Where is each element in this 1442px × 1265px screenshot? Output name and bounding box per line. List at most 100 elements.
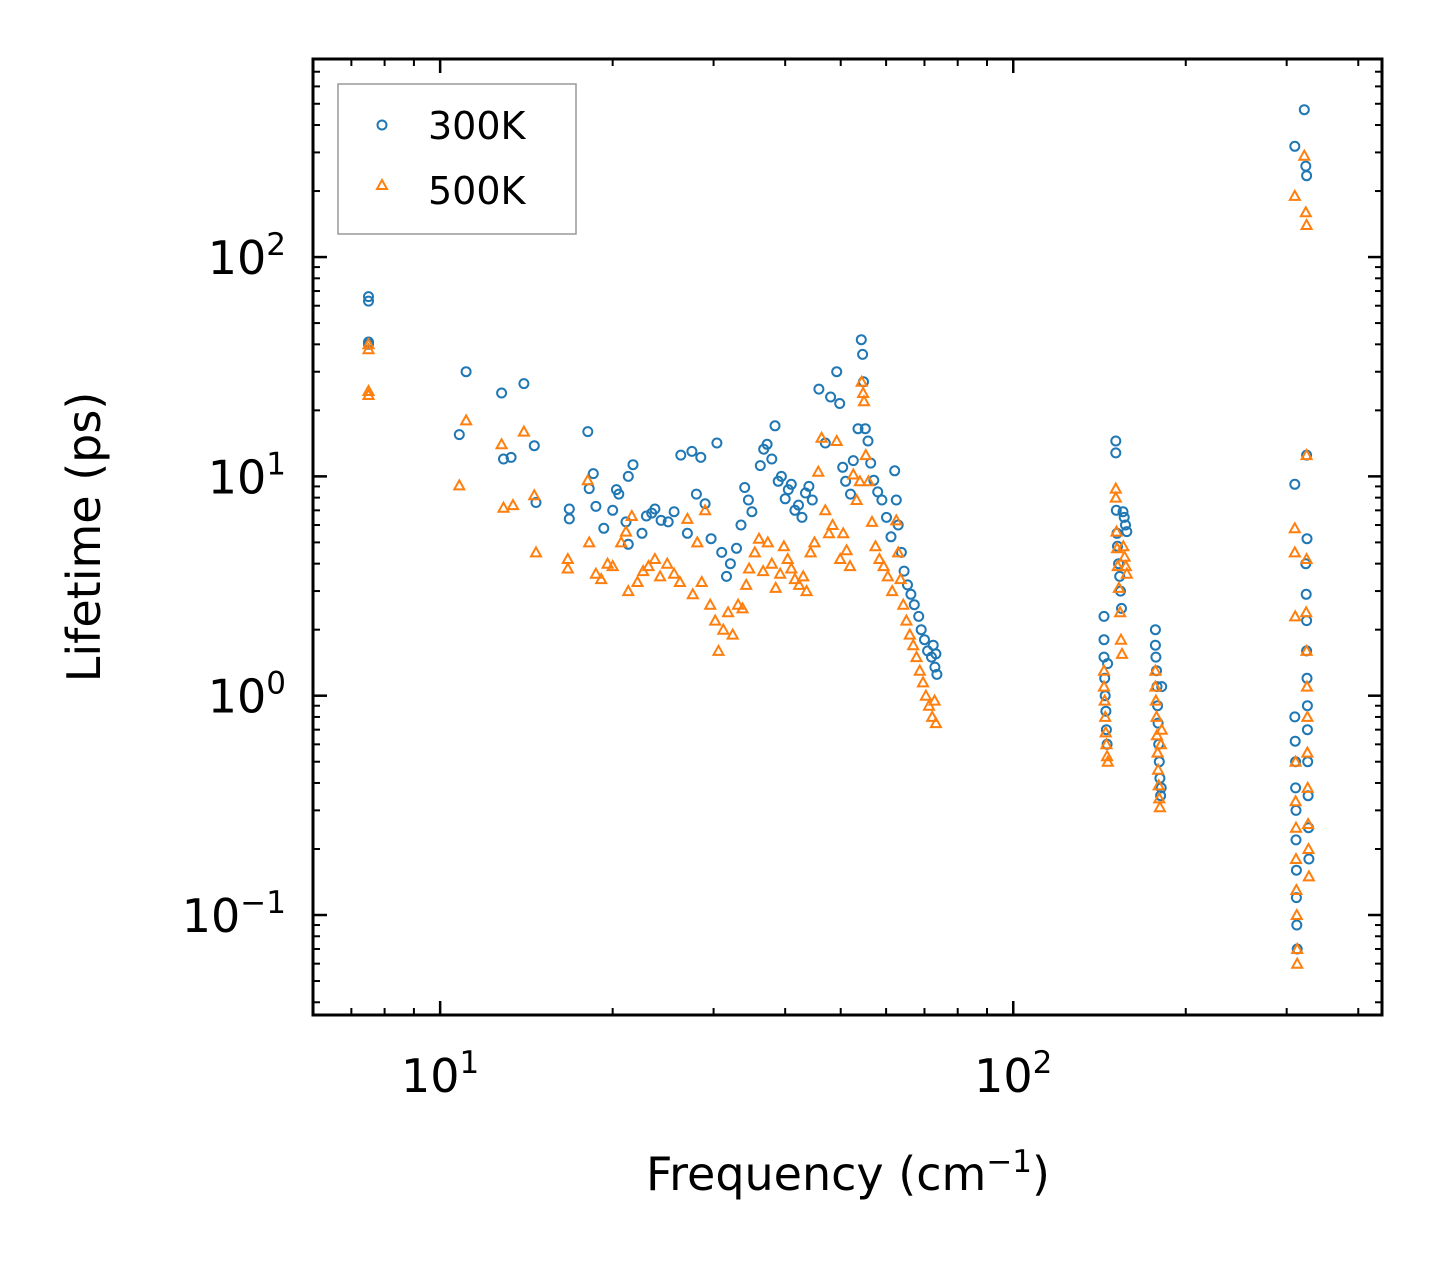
point-500k-109 bbox=[1101, 754, 1115, 767]
point-500k-143 bbox=[1289, 882, 1304, 895]
y-tick-label-0-exponent: 0 bbox=[266, 666, 286, 702]
point-300k-34 bbox=[681, 527, 693, 539]
point-300k-10 bbox=[528, 440, 540, 452]
point-500k-107 bbox=[1099, 737, 1114, 750]
point-300k-123 bbox=[1120, 519, 1131, 531]
point-500k-100 bbox=[927, 693, 942, 706]
point-500k-6 bbox=[494, 437, 509, 450]
point-500k-136 bbox=[1288, 521, 1302, 534]
point-500k-126 bbox=[1149, 709, 1164, 722]
point-300k-55 bbox=[775, 470, 787, 482]
point-500k-79 bbox=[859, 448, 873, 461]
point-500k-92 bbox=[903, 627, 917, 640]
point-300k-122 bbox=[1118, 511, 1130, 523]
point-500k-38 bbox=[708, 613, 722, 626]
point-300k-165 bbox=[1303, 853, 1315, 865]
point-500k-89 bbox=[893, 572, 908, 585]
point-300k-32 bbox=[668, 506, 680, 518]
point-500k-37 bbox=[703, 597, 717, 610]
point-500k-149 bbox=[1299, 217, 1314, 230]
point-300k-118 bbox=[1114, 570, 1126, 582]
point-500k-78 bbox=[857, 394, 871, 407]
point-500k-140 bbox=[1288, 794, 1303, 807]
series-300k bbox=[363, 104, 1315, 955]
point-500k-82 bbox=[868, 539, 883, 552]
point-500k-94 bbox=[909, 650, 924, 663]
x-tick-label-1-base: 10 bbox=[401, 1049, 460, 1103]
y-tick-label-−1: 10−1 bbox=[182, 885, 286, 943]
point-300k-148 bbox=[1291, 919, 1303, 931]
point-500k-18 bbox=[600, 556, 615, 569]
point-500k-125 bbox=[1149, 693, 1163, 706]
y-tick-label-2-exponent: 2 bbox=[266, 227, 286, 263]
point-300k-30 bbox=[655, 514, 667, 526]
point-500k-10 bbox=[527, 488, 541, 501]
point-500k-2 bbox=[361, 383, 376, 396]
point-500k-150 bbox=[1299, 448, 1314, 461]
point-300k-61 bbox=[796, 511, 808, 523]
point-300k-35 bbox=[686, 445, 698, 457]
x-axis-label-suffix: ) bbox=[1032, 1147, 1050, 1201]
point-500k-30 bbox=[667, 566, 681, 579]
point-500k-132 bbox=[1153, 800, 1167, 813]
point-500k-106 bbox=[1099, 725, 1113, 738]
plot-frame bbox=[311, 57, 1384, 1017]
point-300k-130 bbox=[1152, 700, 1164, 712]
point-500k-111 bbox=[1109, 490, 1123, 503]
point-500k-22 bbox=[621, 584, 635, 597]
point-300k-102 bbox=[931, 668, 943, 680]
point-300k-14 bbox=[582, 426, 594, 438]
point-300k-5 bbox=[460, 366, 472, 378]
point-300k-48 bbox=[746, 506, 758, 518]
point-500k-53 bbox=[773, 566, 787, 579]
point-500k-44 bbox=[735, 601, 750, 614]
point-500k-99 bbox=[925, 709, 939, 722]
point-500k-61 bbox=[803, 545, 818, 558]
point-300k-85 bbox=[885, 531, 897, 543]
point-500k-41 bbox=[721, 605, 735, 618]
point-300k-92 bbox=[905, 588, 917, 600]
point-300k-101 bbox=[930, 648, 942, 660]
point-300k-126 bbox=[1149, 639, 1161, 651]
point-300k-1 bbox=[363, 295, 374, 307]
point-300k-56 bbox=[779, 493, 791, 505]
point-300k-86 bbox=[889, 465, 901, 477]
point-500k-114 bbox=[1111, 559, 1125, 572]
point-500k-5 bbox=[459, 413, 473, 426]
point-300k-37 bbox=[695, 451, 707, 463]
point-500k-159 bbox=[1301, 841, 1316, 854]
point-500k-70 bbox=[836, 526, 850, 539]
point-500k-32 bbox=[680, 511, 695, 524]
point-300k-13 bbox=[563, 513, 575, 525]
point-500k-58 bbox=[792, 577, 806, 590]
y-tick-label-2: 102 bbox=[208, 227, 286, 285]
x-axis-label: Frequency (cm−1) bbox=[646, 1144, 1050, 1201]
point-500k-27 bbox=[648, 551, 662, 564]
point-500k-51 bbox=[765, 556, 779, 569]
point-300k-143 bbox=[1290, 782, 1302, 794]
point-500k-93 bbox=[906, 638, 920, 651]
point-300k-44 bbox=[731, 542, 742, 554]
y-axis-label: Lifetime (ps) bbox=[57, 392, 111, 683]
point-500k-40 bbox=[716, 622, 730, 635]
point-500k-55 bbox=[781, 551, 795, 564]
point-500k-142 bbox=[1289, 851, 1303, 864]
point-500k-145 bbox=[1290, 941, 1304, 954]
point-500k-50 bbox=[761, 535, 775, 548]
y-tick-label-1: 101 bbox=[208, 446, 286, 504]
point-500k-26 bbox=[641, 559, 656, 572]
point-300k-109 bbox=[1100, 724, 1112, 736]
point-300k-31 bbox=[662, 516, 674, 528]
point-500k-119 bbox=[1116, 539, 1130, 552]
point-500k-108 bbox=[1100, 749, 1114, 762]
point-300k-11 bbox=[530, 497, 542, 508]
point-300k-70 bbox=[837, 461, 849, 473]
point-300k-131 bbox=[1152, 717, 1164, 729]
point-300k-93 bbox=[908, 599, 920, 611]
point-500k-35 bbox=[695, 574, 709, 587]
point-500k-157 bbox=[1301, 780, 1315, 793]
point-500k-118 bbox=[1115, 646, 1129, 659]
point-500k-103 bbox=[1097, 679, 1111, 692]
point-300k-74 bbox=[852, 423, 864, 435]
